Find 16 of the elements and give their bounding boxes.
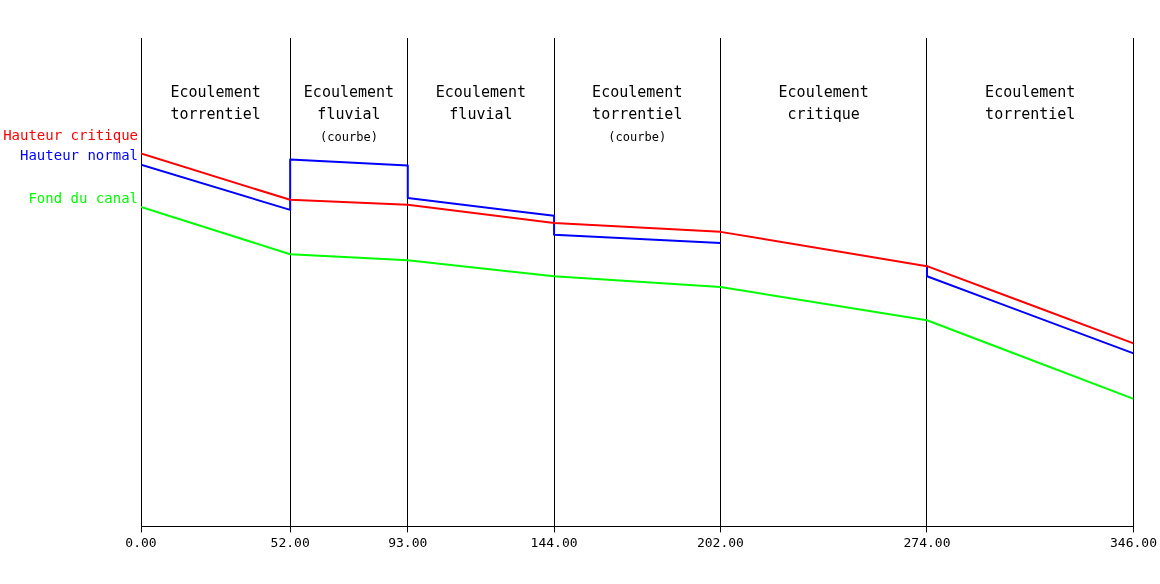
text: Ecoulement fluvial (courbe) [303, 83, 395, 145]
text: Ecoulement critique [778, 83, 869, 124]
series-label: Fond du canal [28, 189, 138, 206]
text: Ecoulement torrentiel [170, 83, 261, 124]
series-label: Hauteur critique [3, 127, 138, 144]
x-tick-label: 144.00 [530, 534, 578, 550]
x-tick-label: 0.00 [125, 534, 157, 550]
x-tick-label: 274.00 [903, 534, 951, 550]
x-tick-label: 346.00 [1110, 534, 1157, 550]
series-label: Hauteur normal [19, 147, 138, 164]
text: Ecoulement fluvial [435, 83, 527, 124]
x-tick-label: 202.00 [696, 534, 744, 550]
text: Ecoulement torrentiel (courbe) [592, 83, 683, 145]
x-tick-label: 93.00 [388, 534, 428, 550]
x-tick-label: 52.00 [270, 534, 310, 550]
text: Ecoulement torrentiel [985, 83, 1076, 124]
